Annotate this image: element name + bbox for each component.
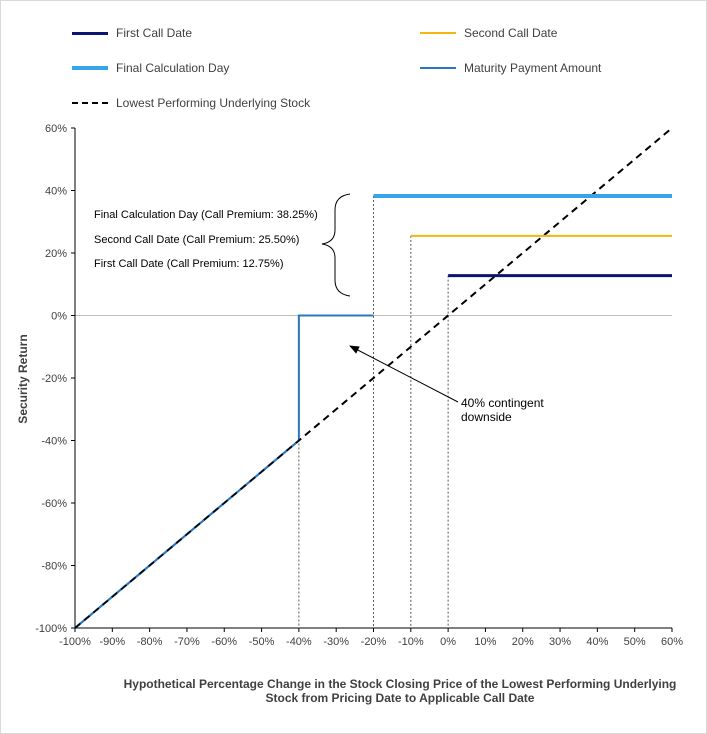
x-tick-label: 50%: [624, 636, 646, 648]
series-line-lowest-performing-underlying-stock: [74, 127, 673, 629]
legend-swatch-first-call: [72, 31, 108, 35]
legend-label: First Call Date: [116, 26, 193, 40]
legend-second-call-date: Second Call Date: [420, 26, 557, 40]
legend-swatch-lowest: [72, 102, 108, 104]
downside-arrow: [349, 345, 459, 403]
x-tick-label: -10%: [398, 636, 424, 648]
note-first-call-premium: First Call Date (Call Premium: 12.75%): [94, 258, 284, 270]
tick-labels-layer: -100% -90% -80% -70% -60% -50% -40% -30% -20% -10…: [35, 123, 683, 648]
x-tick-label: 60%: [661, 636, 683, 648]
x-tick-label: -70%: [174, 636, 200, 648]
lowest-dashed-overlay: [74, 439, 300, 629]
y-tick-label: -80%: [41, 561, 67, 573]
legend-label: Lowest Performing Underlying Stock: [116, 96, 311, 110]
x-tick-label: -40%: [286, 636, 312, 648]
legend-swatch-final-calc: [72, 66, 108, 70]
legend-label: Final Calculation Day: [116, 61, 230, 75]
legend-first-call-date: First Call Date: [72, 26, 192, 40]
curly-brace: [321, 193, 351, 297]
y-tick-label: 0%: [51, 311, 67, 323]
y-tick-label: 60%: [45, 123, 67, 135]
y-tick-label: -60%: [41, 498, 67, 510]
x-tick-label: 30%: [549, 636, 571, 648]
legend-final-calculation-day: Final Calculation Day: [72, 61, 229, 75]
x-tick-label: -30%: [323, 636, 349, 648]
x-tick-label: 10%: [474, 636, 496, 648]
y-tick-label: 40%: [45, 186, 67, 198]
y-tick-label: -20%: [41, 373, 67, 385]
x-tick-label: -90%: [99, 636, 125, 648]
x-tick-label: -100%: [59, 636, 91, 648]
legend-label: Maturity Payment Amount: [464, 61, 602, 75]
y-tick-label: -100%: [35, 623, 67, 635]
x-tick-label: -80%: [137, 636, 163, 648]
series-layer: [74, 127, 673, 629]
x-tick-label: -20%: [361, 636, 387, 648]
legend-label: Second Call Date: [464, 26, 558, 40]
note-final-calc-premium: Final Calculation Day (Call Premium: 38.…: [94, 209, 318, 221]
x-tick-label: 40%: [586, 636, 608, 648]
y-tick-label: -40%: [41, 436, 67, 448]
reference-lines-layer: [298, 195, 449, 628]
note-downside-line2: downside: [461, 410, 512, 424]
x-tick-label: -60%: [211, 636, 237, 648]
y-tick-label: 20%: [45, 248, 67, 260]
legend-swatch-second-call: [420, 32, 456, 34]
y-axis-label: Security Return: [16, 334, 30, 424]
x-tick-label: -50%: [249, 636, 275, 648]
legend-lowest-performing-stock: Lowest Performing Underlying Stock: [72, 96, 310, 110]
legend-maturity-payment-amount: Maturity Payment Amount: [420, 61, 601, 75]
series-line-maturity-payment-amount: [74, 314, 374, 629]
legend-swatch-maturity: [420, 67, 456, 69]
x-tick-label: 0%: [440, 636, 456, 648]
note-second-call-premium: Second Call Date (Call Premium: 25.50%): [94, 234, 300, 246]
x-tick-label: 20%: [512, 636, 534, 648]
note-downside-line1: 40% contingent: [461, 396, 544, 410]
annotation-layer: [321, 193, 459, 403]
x-axis-label: Hypothetical Percentage Change in the St…: [123, 677, 677, 705]
